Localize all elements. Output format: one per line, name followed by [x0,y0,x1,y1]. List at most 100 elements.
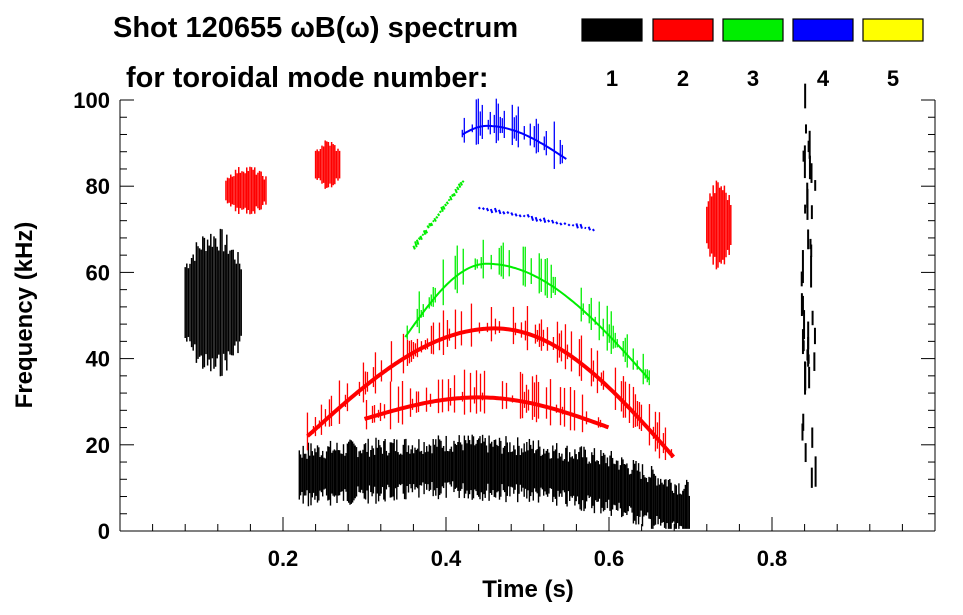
spectral-line [449,195,453,201]
legend-label-mode-2: 2 [677,66,689,91]
spectral-line [522,214,526,218]
spectral-line [579,223,583,229]
feature-mode-2-blob-6 [314,140,341,189]
spectral-line [514,213,518,217]
feature-mode-2-blob-5 [225,166,267,215]
spectral-line [429,222,434,227]
spectral-line [575,223,579,229]
legend-label-mode-5: 5 [887,66,899,91]
spectral-line [563,222,567,226]
spectral-line [506,211,510,215]
legend-swatch-mode-4 [792,18,854,42]
spectral-line [559,222,563,226]
spectral-line [426,225,430,229]
legend-swatch-mode-1 [581,18,643,42]
spectral-line [538,218,543,222]
spectral-line [493,207,498,213]
spectral-line [421,233,425,237]
spectral-arc [306,326,676,459]
spectral-line [571,223,575,227]
spectrum-marks [184,83,817,529]
legend-swatch-mode-3 [722,18,784,42]
spectral-line [456,186,460,191]
spectral-line [447,198,451,202]
legend-swatch-mode-5 [862,18,924,42]
feature-mode-4-streak-11 [477,206,595,232]
spectral-line [485,207,490,212]
legend-label-mode-4: 4 [817,66,830,91]
spectral-line [422,230,427,236]
legend-label-mode-3: 3 [747,66,759,91]
chart-title-line2: for toroidal mode number: [126,62,489,94]
spectral-line [445,201,449,205]
spectral-line [498,209,502,215]
spectral-line [567,223,571,227]
spectral-line [438,210,442,214]
spectral-arc [461,124,567,160]
feature-mode-3-streak-9 [412,180,465,250]
spectral-line [510,212,514,216]
spectral-line [428,222,432,227]
spectral-line [419,235,423,241]
legend-label-mode-1: 1 [606,66,618,91]
spectral-line [452,192,456,197]
x-axis-label: Time (s) [482,576,574,603]
y-tick-label: 80 [86,174,110,199]
y-tick-label: 60 [86,260,110,285]
spectral-line [551,219,555,224]
feature-mode-1-blob-0 [184,228,242,377]
legend-swatch-mode-2 [652,18,714,42]
feature-mode-2-arc-3 [306,303,676,461]
y-tick-label: 20 [86,433,110,458]
spectral-line [547,219,551,223]
x-tick-label: 0.6 [594,546,625,571]
y-tick-label: 0 [98,519,110,544]
spectral-line [555,221,559,225]
spectral-line [437,213,441,217]
feature-mode-2-blob-7 [706,180,732,270]
spectral-line [481,207,485,211]
spectral-line [412,245,416,250]
legend: 1 2 3 4 5 [581,18,924,91]
spectral-line [530,215,535,221]
spectral-line [435,215,439,219]
chart-title-line1: Shot 120655 ωB(ω) spectrum [113,12,518,44]
spectral-line [477,206,481,210]
spectral-line [534,216,539,222]
spectral-line [542,217,547,223]
x-tick-label: 0.4 [431,546,462,571]
spectral-line [591,228,595,232]
spectral-line [526,213,530,218]
y-tick-label: 100 [73,88,110,113]
spectral-line [451,193,455,198]
feature-mode-2-arc-4 [363,369,610,433]
spectral-line [502,210,506,215]
y-axis-label: Frequency (kHz) [11,222,38,409]
y-tick-label: 40 [86,347,110,372]
feature-mode-1-column-2 [800,83,817,488]
spectral-line [442,205,446,210]
spectral-line [587,226,592,231]
spectral-line [414,241,418,248]
spectral-arc [404,262,651,381]
feature-mode-1-band-1 [298,434,690,529]
x-tick-label: 0.8 [757,546,788,571]
spectral-line [518,214,522,218]
spectral-line [461,180,465,183]
spectral-arc [363,395,610,430]
spectral-line [489,208,494,214]
spectral-line [417,236,421,241]
spectral-line [444,203,448,207]
feature-mode-3-arc-8 [404,239,651,386]
spectral-line [457,183,462,188]
spectral-line [415,239,420,245]
spectral-line [459,181,463,186]
feature-mode-4-arc-10 [461,98,567,169]
spectral-line [433,217,437,222]
spectral-line [440,206,444,213]
spectral-line [424,229,429,234]
axes: 0 20 40 60 80 100 0.2 0.4 0.6 0.8 [73,88,936,571]
x-tick-label: 0.2 [268,546,299,571]
spectral-line [454,188,458,194]
